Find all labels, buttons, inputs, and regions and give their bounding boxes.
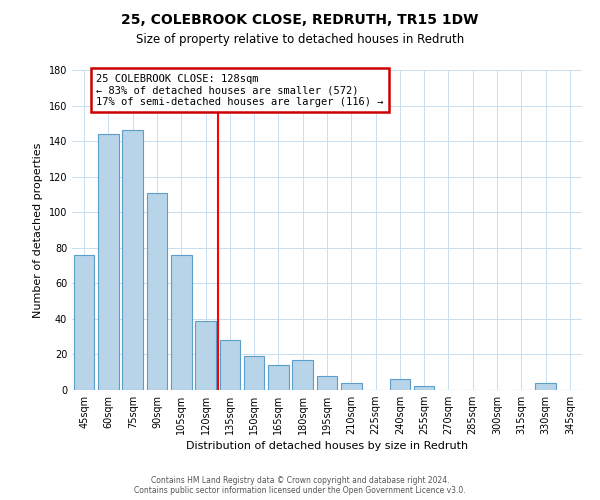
Text: Contains HM Land Registry data © Crown copyright and database right 2024.
Contai: Contains HM Land Registry data © Crown c… — [134, 476, 466, 495]
Bar — [268, 365, 289, 390]
X-axis label: Distribution of detached houses by size in Redruth: Distribution of detached houses by size … — [186, 442, 468, 452]
Bar — [171, 255, 191, 390]
Bar — [317, 376, 337, 390]
Bar — [414, 386, 434, 390]
Text: 25 COLEBROOK CLOSE: 128sqm
← 83% of detached houses are smaller (572)
17% of sem: 25 COLEBROOK CLOSE: 128sqm ← 83% of deta… — [96, 74, 384, 107]
Bar — [74, 255, 94, 390]
Bar — [220, 340, 240, 390]
Bar — [341, 383, 362, 390]
Bar — [292, 360, 313, 390]
Y-axis label: Number of detached properties: Number of detached properties — [33, 142, 43, 318]
Bar — [244, 356, 265, 390]
Text: Size of property relative to detached houses in Redruth: Size of property relative to detached ho… — [136, 32, 464, 46]
Bar — [122, 130, 143, 390]
Bar — [389, 380, 410, 390]
Text: 25, COLEBROOK CLOSE, REDRUTH, TR15 1DW: 25, COLEBROOK CLOSE, REDRUTH, TR15 1DW — [121, 12, 479, 26]
Bar — [195, 320, 216, 390]
Bar — [535, 383, 556, 390]
Bar — [146, 192, 167, 390]
Bar — [98, 134, 119, 390]
